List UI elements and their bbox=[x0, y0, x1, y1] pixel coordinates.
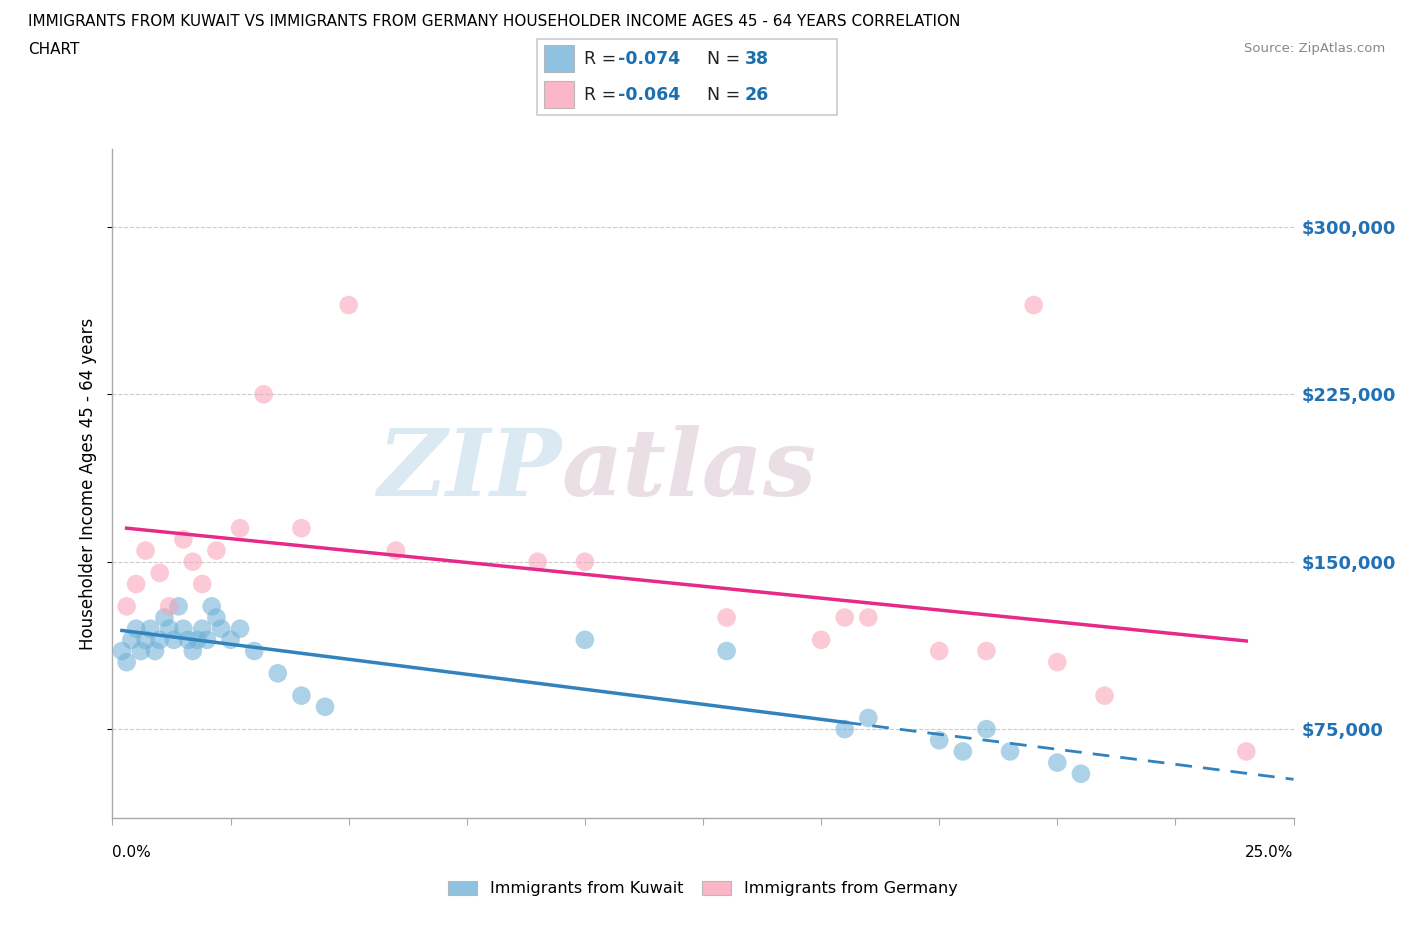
Point bbox=[1046, 655, 1069, 670]
Point bbox=[952, 744, 974, 759]
Point bbox=[186, 632, 208, 647]
Point bbox=[337, 298, 360, 312]
FancyBboxPatch shape bbox=[544, 46, 575, 72]
Point bbox=[157, 599, 180, 614]
Point bbox=[574, 554, 596, 569]
Point bbox=[290, 521, 312, 536]
Text: R =: R = bbox=[583, 49, 621, 68]
Y-axis label: Householder Income Ages 45 - 64 years: Householder Income Ages 45 - 64 years bbox=[79, 317, 97, 650]
FancyBboxPatch shape bbox=[544, 82, 575, 109]
Point bbox=[157, 621, 180, 636]
Point bbox=[191, 577, 214, 591]
Point bbox=[1234, 744, 1257, 759]
Point bbox=[115, 599, 138, 614]
Point bbox=[149, 565, 172, 580]
Point bbox=[115, 655, 138, 670]
Point bbox=[574, 632, 596, 647]
Text: N =: N = bbox=[707, 86, 747, 104]
Text: R =: R = bbox=[583, 86, 621, 104]
Point bbox=[858, 711, 880, 725]
Text: CHART: CHART bbox=[28, 42, 80, 57]
Point bbox=[1046, 755, 1069, 770]
Point bbox=[111, 644, 134, 658]
Point bbox=[253, 387, 276, 402]
Point bbox=[120, 632, 142, 647]
Point bbox=[172, 532, 194, 547]
Text: atlas: atlas bbox=[561, 425, 817, 515]
Point bbox=[139, 621, 162, 636]
Point bbox=[526, 554, 548, 569]
Point bbox=[167, 599, 190, 614]
Point bbox=[177, 632, 200, 647]
Point bbox=[810, 632, 832, 647]
Point bbox=[209, 621, 232, 636]
Point bbox=[928, 733, 950, 748]
Point bbox=[858, 610, 880, 625]
Point bbox=[1094, 688, 1116, 703]
Point bbox=[163, 632, 186, 647]
Point bbox=[290, 688, 312, 703]
Point bbox=[1070, 766, 1092, 781]
Point bbox=[314, 699, 336, 714]
Point bbox=[716, 644, 738, 658]
Point bbox=[149, 632, 172, 647]
Point bbox=[243, 644, 266, 658]
Point bbox=[125, 621, 148, 636]
Text: -0.074: -0.074 bbox=[617, 49, 681, 68]
Point bbox=[191, 621, 214, 636]
Legend: Immigrants from Kuwait, Immigrants from Germany: Immigrants from Kuwait, Immigrants from … bbox=[440, 872, 966, 904]
Point bbox=[181, 644, 204, 658]
Point bbox=[998, 744, 1021, 759]
Point bbox=[385, 543, 408, 558]
Point bbox=[716, 610, 738, 625]
Text: IMMIGRANTS FROM KUWAIT VS IMMIGRANTS FROM GERMANY HOUSEHOLDER INCOME AGES 45 - 6: IMMIGRANTS FROM KUWAIT VS IMMIGRANTS FRO… bbox=[28, 14, 960, 29]
Point bbox=[834, 722, 856, 737]
Text: Source: ZipAtlas.com: Source: ZipAtlas.com bbox=[1244, 42, 1385, 55]
Text: -0.064: -0.064 bbox=[617, 86, 681, 104]
Point bbox=[135, 543, 157, 558]
Point bbox=[153, 610, 176, 625]
Point bbox=[229, 621, 252, 636]
Point bbox=[195, 632, 218, 647]
Text: 38: 38 bbox=[745, 49, 769, 68]
Point bbox=[201, 599, 224, 614]
Point bbox=[143, 644, 166, 658]
Text: 0.0%: 0.0% bbox=[112, 845, 152, 860]
Point bbox=[1022, 298, 1045, 312]
Point bbox=[135, 632, 157, 647]
Text: N =: N = bbox=[707, 49, 747, 68]
Text: 25.0%: 25.0% bbox=[1246, 845, 1294, 860]
Point bbox=[834, 610, 856, 625]
Text: 26: 26 bbox=[745, 86, 769, 104]
Point bbox=[267, 666, 290, 681]
Point bbox=[129, 644, 152, 658]
Point bbox=[928, 644, 950, 658]
Point bbox=[125, 577, 148, 591]
Point bbox=[976, 722, 998, 737]
Point bbox=[219, 632, 242, 647]
Point bbox=[976, 644, 998, 658]
Point bbox=[172, 621, 194, 636]
Point bbox=[181, 554, 204, 569]
Text: ZIP: ZIP bbox=[377, 425, 561, 515]
Point bbox=[229, 521, 252, 536]
Point bbox=[205, 543, 228, 558]
Point bbox=[205, 610, 228, 625]
FancyBboxPatch shape bbox=[537, 39, 838, 114]
